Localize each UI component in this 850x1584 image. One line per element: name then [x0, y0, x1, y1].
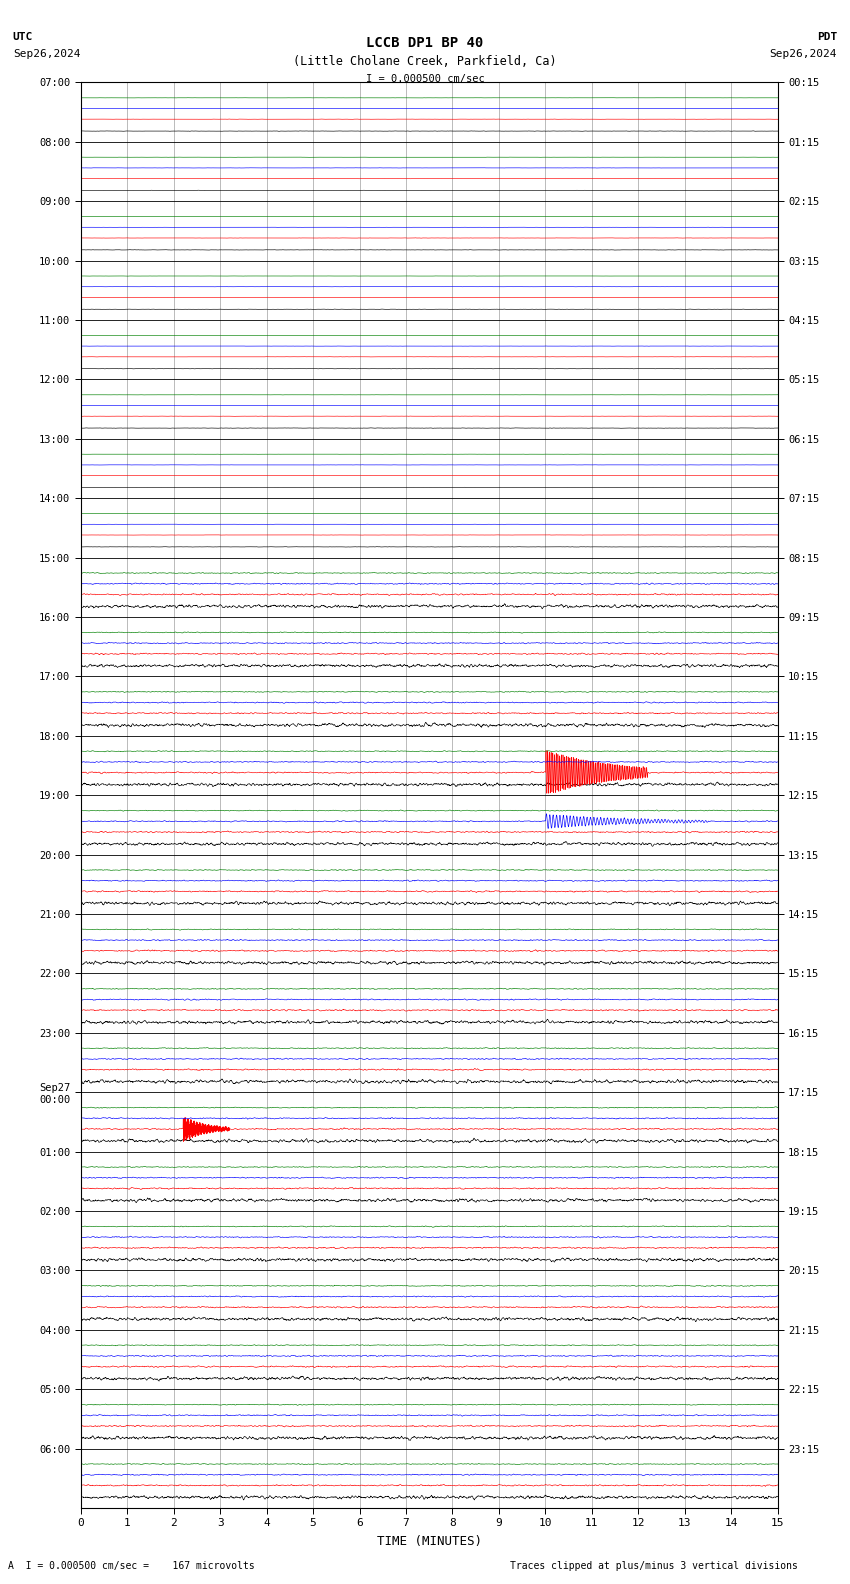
Text: A  I = 0.000500 cm/sec =    167 microvolts: A I = 0.000500 cm/sec = 167 microvolts — [8, 1562, 255, 1571]
Text: Sep26,2024: Sep26,2024 — [770, 49, 837, 59]
Text: UTC: UTC — [13, 32, 33, 41]
Text: Sep26,2024: Sep26,2024 — [13, 49, 80, 59]
Text: (Little Cholane Creek, Parkfield, Ca): (Little Cholane Creek, Parkfield, Ca) — [293, 55, 557, 68]
X-axis label: TIME (MINUTES): TIME (MINUTES) — [377, 1535, 482, 1548]
Text: LCCB DP1 BP 40: LCCB DP1 BP 40 — [366, 36, 484, 51]
Text: I = 0.000500 cm/sec: I = 0.000500 cm/sec — [366, 74, 484, 84]
Text: PDT: PDT — [817, 32, 837, 41]
Text: Traces clipped at plus/minus 3 vertical divisions: Traces clipped at plus/minus 3 vertical … — [510, 1562, 798, 1571]
